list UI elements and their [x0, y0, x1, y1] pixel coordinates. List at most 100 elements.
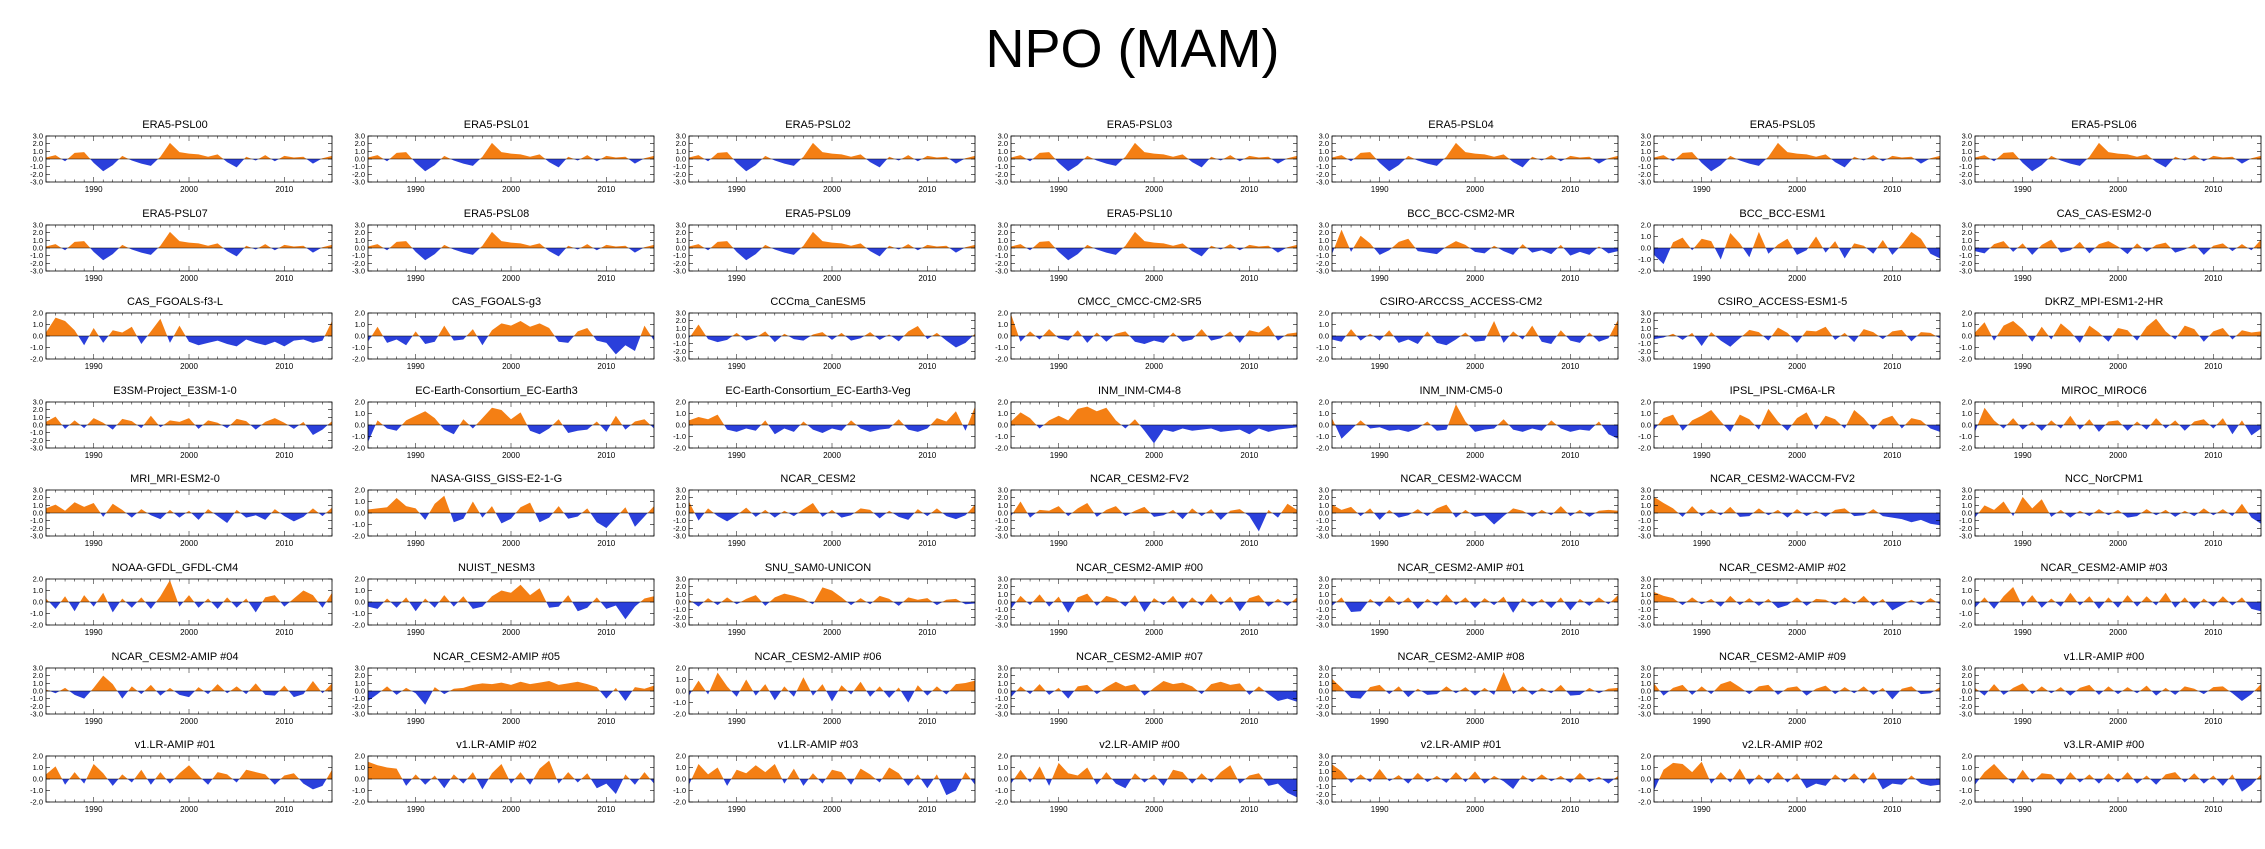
panel-plot: 2.0 1.0 0.0 -1.0 -2.0 1990 2000 2010	[1959, 397, 2262, 460]
panel-54: v2.LR-AMIP #02 2.0 1.0 0.0 -1.0 -2.0 1990 2000 2…	[1622, 739, 1944, 829]
y-tick-label: 2.0	[1962, 671, 1972, 680]
panel-title: ERA5-PSL06	[2071, 119, 2137, 131]
panel-plot: 3.02.01.00.0-1.0-2.0-3.0 1990 2000 2010	[1959, 663, 2262, 726]
positive-area	[1653, 761, 1940, 780]
y-tick-label: 0.0	[997, 420, 1007, 429]
panel-22: EC-Earth-Consortium_EC-Earth3 2.0 1.0 0.0 -1…	[336, 385, 658, 475]
panel-title: v1.LR-AMIP #02	[456, 739, 537, 752]
x-tick-label: 2000	[1145, 274, 1163, 283]
y-tick-label: -1.0	[1316, 517, 1329, 526]
positive-area	[1332, 229, 1618, 248]
x-tick-label: 2000	[1788, 185, 1806, 194]
y-tick-label: 1.0	[33, 320, 43, 329]
y-tick-label: 1.0	[676, 501, 686, 510]
panel-title: NCAR_CESM2-AMIP #01	[1397, 562, 1525, 574]
y-tick-label: 0.0	[1962, 155, 1972, 164]
panel-title: v2.LR-AMIP #02	[1742, 739, 1823, 752]
y-tick-label: -2.0	[30, 258, 43, 267]
panel-plot: 3.02.01.00.0-1.0-2.0-3.0 1990 2000 2010	[30, 220, 333, 283]
y-tick-label: 3.0	[33, 132, 43, 141]
y-tick-label: 2.0	[997, 309, 1007, 318]
x-tick-label: 1990	[728, 805, 746, 814]
x-tick-label: 2010	[275, 628, 293, 637]
panel-34: NCC_NorCPM1 3.0 2.0 1.0 0.0 -1.0 -2.0 -3.0 1990 2…	[1943, 473, 2265, 563]
y-tick-label: -3.0	[1638, 178, 1651, 187]
y-tick-label: -1.0	[352, 251, 365, 260]
x-tick-label: 1990	[1692, 628, 1710, 637]
y-tick-label: -1.0	[30, 694, 43, 703]
x-tick-label: 1990	[1049, 628, 1067, 637]
x-tick-label: 1990	[1371, 717, 1389, 726]
panel-plot: 3.02.01.00.0-1.0-2.0-3.0 1990 2000 2010	[673, 309, 976, 371]
panel-plot: 2.0 1.0 0.0 -1.0 -2.0 1990 2000 2010	[352, 397, 654, 460]
y-tick-label: 3.0	[1640, 575, 1650, 584]
x-tick-label: 1990	[85, 805, 103, 814]
negative-area	[1975, 513, 2261, 525]
y-tick-label: -2.0	[30, 524, 43, 533]
y-tick-label: -2.0	[673, 613, 686, 622]
y-tick-label: -3.0	[1316, 532, 1329, 541]
y-tick-label: -2.0	[1316, 613, 1329, 622]
negative-area	[1975, 159, 2261, 172]
x-tick-label: 2000	[823, 628, 841, 637]
y-tick-label: 3.0	[997, 132, 1007, 141]
x-tick-label: 2010	[597, 362, 615, 371]
panel-plot: 3.02.01.00.0-1.0-2.0-3.0 1990 2000 2010	[673, 575, 976, 637]
y-tick-label: -3.0	[352, 178, 365, 187]
positive-area	[367, 231, 654, 248]
x-tick-label: 2000	[1466, 628, 1484, 637]
negative-area	[689, 336, 975, 348]
y-tick-label: 1.0	[1962, 235, 1972, 244]
positive-area	[367, 680, 654, 691]
panel-plot: 2.0 1.0 0.0 -1.0 -2.0 1990 2000 2010	[1316, 309, 1619, 371]
y-tick-label: 2.0	[676, 397, 686, 406]
panel-title: v1.LR-AMIP #03	[777, 739, 859, 752]
panel-plot: 2.0 1.0 0.0 -1.0 -2.0 1990 2000 2010	[1959, 309, 2262, 371]
x-tick-label: 2010	[2204, 185, 2222, 194]
panel-50: v1.LR-AMIP #02 2.0 1.0 0.0 -1.0 -2.0 1990 2000 2…	[336, 739, 658, 829]
y-tick-label: 1.0	[33, 147, 43, 156]
y-tick-label: 1.0	[33, 586, 43, 595]
x-tick-label: 2010	[1883, 539, 1901, 548]
y-tick-label: 0.0	[1319, 686, 1329, 695]
x-tick-label: 2010	[275, 362, 293, 371]
panel-plot: 3.02.01.00.0-1.0-2.0-3.0 1990 2000 2010	[995, 220, 1297, 283]
positive-area	[1332, 320, 1618, 337]
y-tick-label: -3.0	[30, 532, 43, 541]
y-tick-label: -1.0	[1316, 251, 1329, 260]
panel-25: INM_INM-CM5-0 2.0 1.0 0.0 -1.0 -2.0 1990 2000 20…	[1300, 385, 1622, 475]
x-tick-label: 2010	[2204, 628, 2222, 637]
panel-24: INM_INM-CM4-8 2.0 1.0 0.0 -1.0 -2.0 1990 2000 20…	[979, 385, 1301, 475]
positive-area	[689, 231, 975, 248]
panel-2: ERA5-PSL02 3.0 2.0 1.0 0.0 -1.0 -2.0 -3.0 1990 20…	[657, 119, 979, 209]
panel-plot: 2.0 1.0 0.0 -1.0 -2.0 1990 2000 2010	[352, 486, 654, 548]
negative-area	[46, 602, 332, 613]
y-tick-label: -1.0	[30, 786, 43, 795]
y-tick-label: -1.0	[995, 694, 1008, 703]
panel-title: E3SM-Project_E3SM-1-0	[113, 384, 237, 397]
y-tick-label: -1.0	[995, 162, 1008, 171]
y-tick-label: 3.0	[676, 309, 686, 318]
x-tick-label: 2010	[2204, 362, 2222, 371]
y-tick-label: 0.0	[1962, 332, 1972, 341]
panel-plot: 2.0 1.0 0.0 -1.0 -2.0 1990 2000 2010	[1959, 575, 2262, 637]
x-tick-label: 2010	[1883, 185, 1901, 194]
panel-title: ERA5-PSL01	[463, 119, 530, 131]
y-tick-label: -2.0	[995, 355, 1008, 364]
y-tick-label: -1.0	[352, 609, 365, 618]
panel-title: NOAA-GFDL_GFDL-CM4	[111, 562, 239, 574]
y-tick-label: -2.0	[673, 347, 686, 356]
negative-area	[1010, 247, 1297, 260]
y-tick-label: 1.0	[354, 678, 364, 687]
y-tick-label: 0.0	[676, 420, 686, 429]
y-tick-label: 1.0	[33, 235, 43, 244]
y-tick-label: 3.0	[1319, 752, 1329, 761]
x-tick-label: 2000	[1466, 717, 1484, 726]
y-tick-label: -3.0	[1638, 532, 1651, 541]
x-tick-label: 2010	[918, 451, 936, 460]
y-tick-label: 1.0	[33, 763, 43, 772]
y-tick-label: 1.0	[997, 320, 1007, 329]
panel-plot: 3.02.01.00.0-1.0-2.0-3.0 1990 2000 2010	[1316, 663, 1619, 726]
y-tick-label: 1.0	[1640, 232, 1650, 241]
y-tick-label: 3.0	[1640, 663, 1650, 672]
